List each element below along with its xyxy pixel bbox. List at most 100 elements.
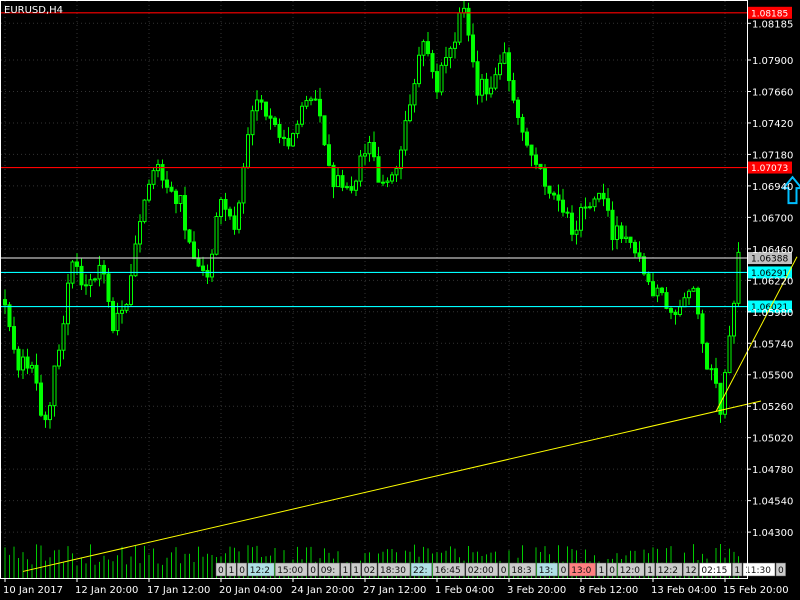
x-tick-label: 13 Feb 04:00	[651, 585, 717, 596]
candle-body	[102, 264, 106, 275]
candle	[174, 188, 178, 214]
candle-body	[615, 225, 619, 241]
time-label-bg	[682, 562, 699, 577]
candle-body	[700, 313, 705, 344]
candle	[358, 149, 363, 187]
candle	[439, 62, 444, 96]
candle	[669, 306, 673, 320]
candle	[426, 31, 430, 57]
candle-body	[678, 306, 682, 315]
candle	[151, 167, 156, 190]
candle-body	[687, 290, 691, 299]
candle	[448, 46, 453, 69]
arrow-up-icon[interactable]	[781, 175, 800, 205]
candle	[529, 144, 534, 167]
horizontal-line-label: 1.06388	[751, 255, 788, 265]
candle-body	[718, 382, 723, 415]
candle-body	[588, 206, 592, 209]
candle	[498, 54, 502, 80]
candle-body	[606, 198, 610, 211]
candle-body	[43, 414, 48, 421]
candle-body	[75, 261, 79, 267]
candle-body	[367, 142, 372, 155]
candle	[115, 302, 120, 336]
candle-body	[543, 168, 547, 187]
candle	[709, 364, 714, 381]
time-label: 0	[778, 566, 784, 576]
candle	[345, 182, 349, 190]
candle-body	[642, 256, 646, 275]
candle	[133, 235, 138, 277]
candle	[147, 179, 151, 203]
candle-body	[421, 41, 426, 56]
candle-body	[151, 170, 156, 185]
candle-body	[52, 365, 57, 407]
trendline[interactable]	[22, 400, 762, 572]
time-label-bg	[340, 562, 351, 577]
x-tick-label: 12 Jan 20:00	[75, 585, 138, 596]
candle	[687, 289, 691, 305]
candle-body	[633, 241, 637, 254]
candle	[601, 183, 606, 207]
candle-body	[507, 52, 511, 82]
candle	[556, 184, 561, 212]
candle	[79, 258, 84, 290]
candle-body	[84, 284, 88, 287]
candle-body	[511, 80, 516, 101]
candle	[606, 188, 610, 217]
candle	[156, 159, 160, 178]
candle	[237, 200, 241, 234]
candle	[655, 284, 660, 303]
candle	[615, 216, 619, 250]
candle	[183, 186, 187, 240]
time-label: 0	[218, 566, 224, 576]
candle	[475, 50, 480, 105]
candle	[696, 286, 700, 320]
candle	[138, 214, 142, 253]
candle-body	[165, 179, 169, 188]
trendlines[interactable]	[22, 256, 798, 572]
candle	[394, 165, 399, 183]
candle-body	[106, 273, 111, 302]
time-label: 02:15	[701, 566, 727, 576]
candle-body	[552, 192, 556, 196]
candle-body	[340, 175, 345, 188]
trendline[interactable]	[715, 256, 798, 412]
candle	[106, 268, 111, 308]
candle	[88, 273, 93, 298]
candle-body	[273, 117, 277, 125]
arrow-markers[interactable]	[781, 175, 800, 205]
candle-body	[327, 144, 331, 166]
time-label: 12	[685, 566, 696, 576]
candle	[178, 195, 183, 212]
candle	[466, 2, 471, 42]
candle-body	[111, 300, 115, 332]
time-label-bg	[350, 562, 362, 577]
candle-body	[246, 134, 250, 168]
candle	[628, 236, 633, 249]
time-label-bg	[775, 562, 786, 577]
candle-body	[291, 133, 295, 147]
time-label: 0	[501, 566, 507, 576]
candle	[259, 94, 264, 110]
candle	[246, 127, 250, 169]
candle-body	[525, 131, 529, 146]
candle-body	[286, 137, 291, 147]
candle	[300, 102, 304, 128]
candle	[232, 206, 237, 235]
candle	[34, 353, 39, 391]
candle-body	[732, 302, 736, 337]
candle	[646, 271, 651, 285]
candle-body	[39, 382, 43, 416]
candle	[340, 169, 345, 192]
candle	[75, 253, 79, 275]
candle-body	[646, 273, 651, 283]
time-label: 1	[229, 566, 235, 576]
candle-body	[133, 243, 138, 277]
horizontal-line-label-bg	[748, 266, 792, 279]
candle-body	[142, 199, 147, 223]
candle-body	[516, 99, 520, 118]
time-label-bg	[596, 562, 607, 577]
